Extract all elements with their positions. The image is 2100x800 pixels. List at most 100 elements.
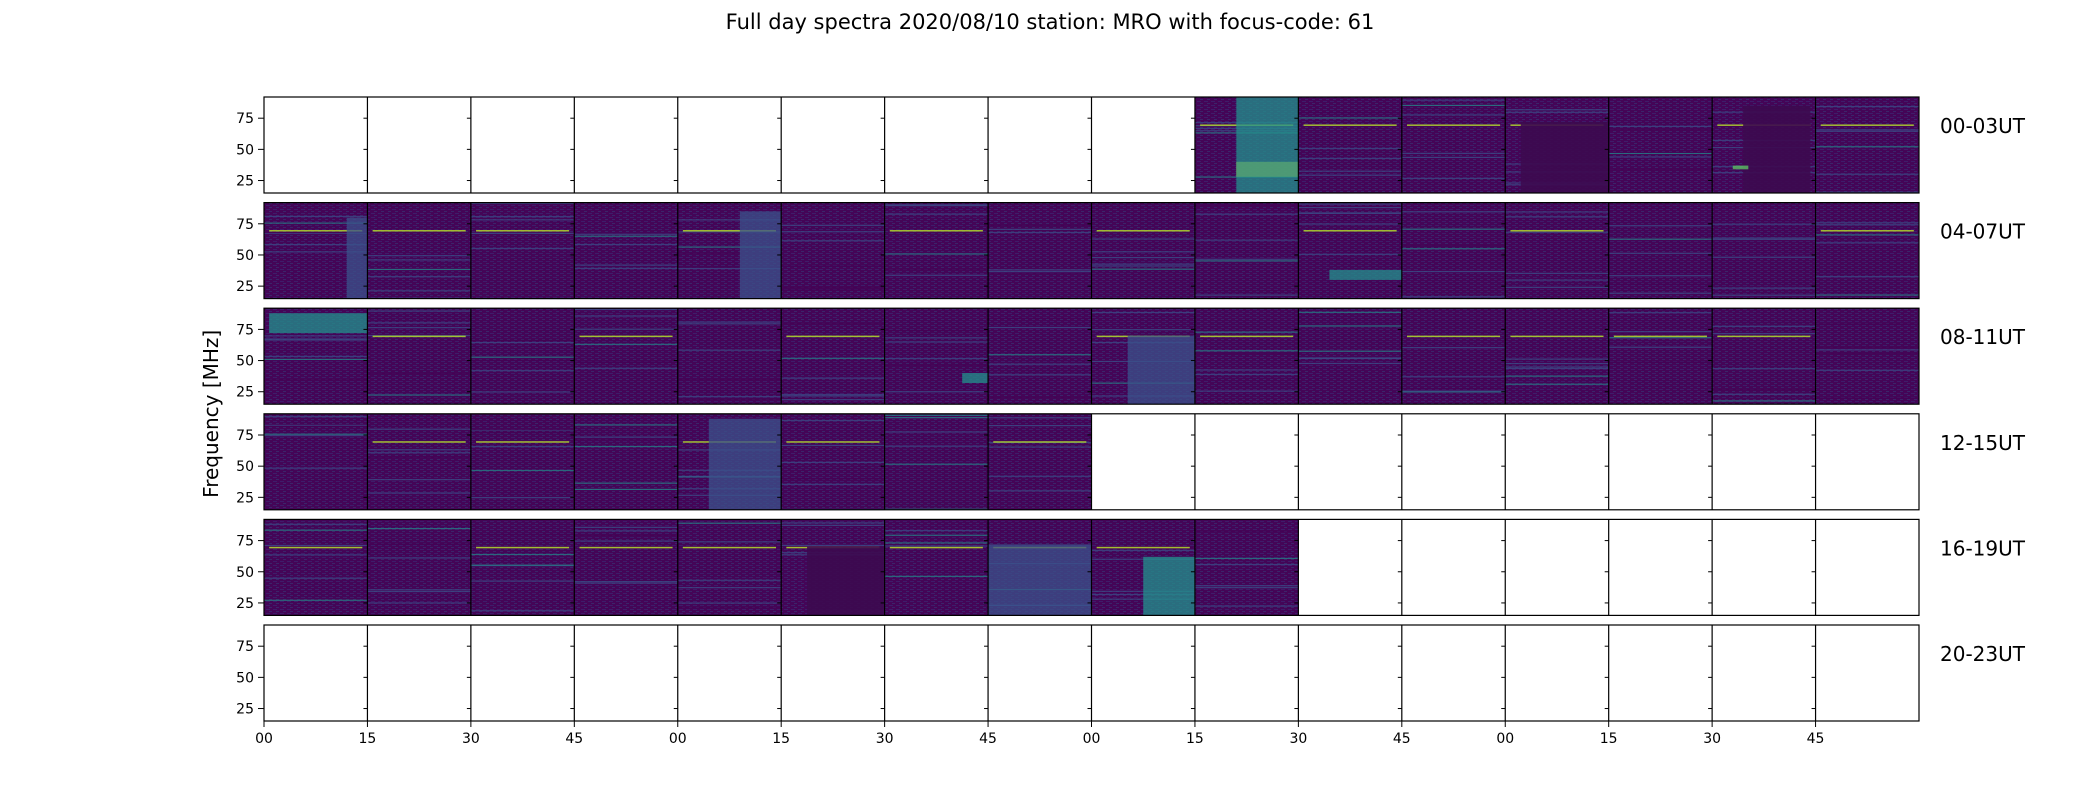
interference-line: [1505, 109, 1609, 111]
interference-line: [1608, 151, 1713, 153]
interference-line: [470, 564, 575, 566]
interference-line: [677, 231, 782, 233]
interference-line: [1401, 388, 1506, 390]
spectrum-noise: [574, 413, 678, 510]
interference-line: [264, 433, 368, 435]
burst-feature: [988, 544, 1092, 616]
interference-line: [574, 424, 678, 426]
interference-line: [574, 267, 678, 270]
interference-line: [884, 205, 989, 207]
interference-line: [781, 323, 885, 325]
interference-line: [677, 587, 782, 589]
interference-line: [1298, 253, 1402, 255]
spectrum-noise: [1608, 202, 1713, 299]
interference-line: [1608, 225, 1713, 227]
interference-line: [470, 356, 575, 358]
interference-line: [1298, 311, 1402, 313]
row-group-08-11UT: 25 50 75 08-11UT: [236, 307, 2026, 405]
row-frame: [263, 202, 1920, 300]
row-label: 20-23UT: [1940, 642, 2026, 666]
spectrum-noise: [574, 308, 678, 405]
broadcast-line: [1820, 124, 1914, 126]
interference-line: [1712, 294, 1816, 296]
interference-line: [781, 395, 885, 397]
interference-line: [367, 372, 471, 375]
interference-line: [1194, 331, 1299, 333]
interference-line: [367, 543, 471, 545]
interference-line: [988, 317, 1092, 320]
interference-line: [574, 488, 678, 491]
broadcast-line: [476, 546, 570, 549]
x-tick-label: 15: [772, 731, 790, 747]
spectrum-noise: [1401, 97, 1506, 193]
burst-feature: [1520, 121, 1609, 193]
interference-line: [1401, 390, 1506, 392]
interference-line: [884, 463, 989, 465]
row-label: 04-07UT: [1940, 220, 2026, 244]
interference-line: [1712, 237, 1816, 239]
spectrum-noise: [677, 519, 782, 616]
broadcast-line: [1613, 335, 1707, 338]
spectrum-noise: [988, 308, 1092, 405]
interference-line: [470, 247, 575, 250]
interference-line: [1505, 366, 1609, 368]
interference-line: [367, 327, 471, 329]
interference-line: [677, 266, 782, 269]
interference-line: [1298, 203, 1402, 205]
interference-line: [1091, 311, 1195, 314]
spectrum-noise: [781, 308, 885, 405]
interference-line: [264, 554, 368, 556]
interference-line: [781, 399, 885, 401]
interference-line: [781, 524, 885, 526]
interference-line: [470, 497, 575, 499]
broadcast-line: [1303, 230, 1397, 232]
row-label: 00-03UT: [1940, 114, 2026, 138]
interference-line: [1298, 223, 1402, 225]
interference-line: [1815, 234, 1919, 236]
interference-line: [1091, 268, 1195, 270]
interference-line: [1505, 362, 1609, 365]
interference-line: [367, 456, 471, 458]
interference-line: [677, 349, 782, 351]
spectrum-noise: [264, 413, 368, 510]
interference-line: [1091, 263, 1195, 265]
interference-line: [884, 417, 989, 419]
interference-line: [264, 339, 368, 341]
interference-line: [470, 429, 575, 431]
interference-line: [1401, 391, 1506, 393]
interference-line: [1815, 352, 1919, 355]
broadcast-line: [372, 441, 466, 443]
interference-line: [574, 534, 678, 536]
interference-line: [574, 526, 678, 528]
interference-line: [1712, 256, 1816, 258]
interference-line: [1505, 111, 1609, 113]
interference-line: [988, 363, 1092, 365]
interference-line: [264, 222, 368, 224]
spectrum-noise: [1505, 308, 1609, 405]
interference-line: [988, 475, 1092, 477]
interference-line: [1815, 242, 1919, 244]
interference-line: [1091, 238, 1195, 240]
burst-feature: [708, 418, 782, 510]
interference-line: [1194, 204, 1299, 207]
row-group-20-23UT: 25 50 75 20-23UT: [236, 624, 2026, 722]
y-tick-label: 75: [236, 639, 254, 655]
interference-line: [1815, 397, 1919, 399]
spectrum-noise: [781, 413, 885, 510]
chart-title: Full day spectra 2020/08/10 station: MRO…: [725, 10, 1375, 34]
interference-line: [470, 580, 575, 582]
interference-line: [367, 322, 471, 324]
interference-line: [367, 310, 471, 312]
interference-line: [367, 259, 471, 261]
interference-line: [1194, 350, 1299, 352]
interference-line: [884, 534, 989, 536]
spectrum-noise: [884, 519, 989, 616]
spectrum-noise: [574, 202, 678, 299]
interference-line: [264, 523, 368, 525]
interference-line: [1298, 357, 1402, 359]
interference-line: [1194, 373, 1299, 376]
interference-line: [264, 424, 368, 426]
interference-line: [1608, 361, 1713, 363]
interference-line: [1815, 191, 1919, 193]
burst-feature: [807, 546, 885, 616]
